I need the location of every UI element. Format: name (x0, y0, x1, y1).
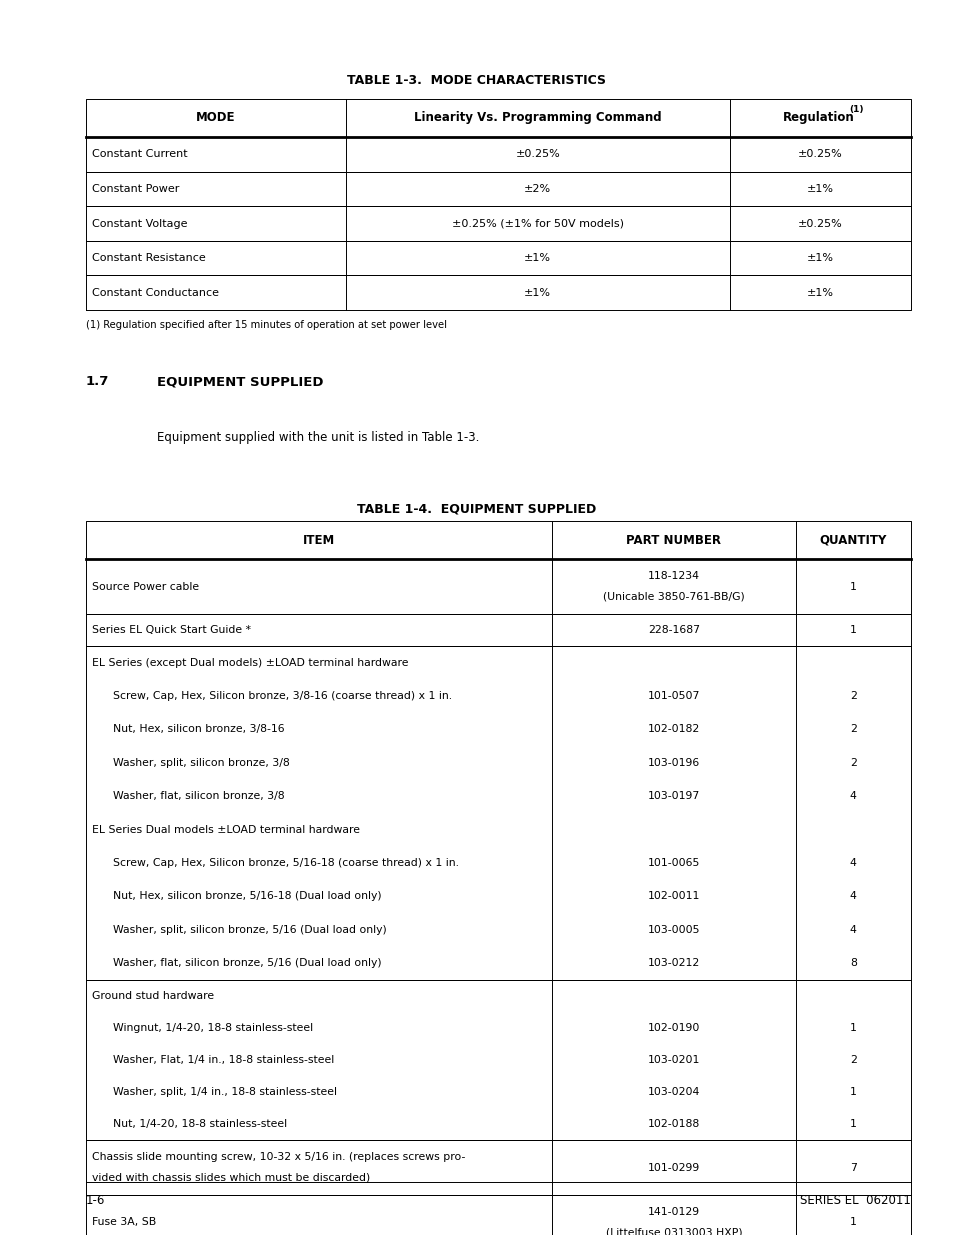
Text: 1-6: 1-6 (86, 1194, 105, 1207)
Text: ±1%: ±1% (806, 253, 833, 263)
Text: 102-0188: 102-0188 (647, 1119, 700, 1129)
Text: Constant Conductance: Constant Conductance (91, 288, 218, 298)
Text: 7: 7 (849, 1162, 856, 1172)
Text: TABLE 1-3.  MODE CHARACTERISTICS: TABLE 1-3. MODE CHARACTERISTICS (347, 74, 606, 86)
Text: 141-0129: 141-0129 (647, 1207, 700, 1216)
Text: 103-0201: 103-0201 (647, 1055, 700, 1065)
Text: 102-0182: 102-0182 (647, 725, 700, 735)
Text: QUANTITY: QUANTITY (819, 534, 886, 547)
Text: SERIES EL  062011: SERIES EL 062011 (800, 1194, 910, 1207)
Text: 1: 1 (849, 625, 856, 635)
Text: Washer, Flat, 1/4 in., 18-8 stainless-steel: Washer, Flat, 1/4 in., 18-8 stainless-st… (112, 1055, 334, 1065)
Text: 2: 2 (849, 1055, 856, 1065)
Text: Constant Voltage: Constant Voltage (91, 219, 187, 228)
Text: PART NUMBER: PART NUMBER (626, 534, 720, 547)
Text: (1) Regulation specified after 15 minutes of operation at set power level: (1) Regulation specified after 15 minute… (86, 320, 446, 330)
Text: 1: 1 (849, 1216, 856, 1226)
Text: Series EL Quick Start Guide *: Series EL Quick Start Guide * (91, 625, 251, 635)
Text: (Littelfuse 0313003.HXP): (Littelfuse 0313003.HXP) (605, 1228, 741, 1235)
Text: Ground stud hardware: Ground stud hardware (91, 990, 213, 1000)
Text: TABLE 1-4.  EQUIPMENT SUPPLIED: TABLE 1-4. EQUIPMENT SUPPLIED (357, 503, 596, 515)
Text: ±0.25%: ±0.25% (515, 149, 559, 159)
Text: 118-1234: 118-1234 (647, 572, 700, 582)
Text: Washer, flat, silicon bronze, 5/16 (Dual load only): Washer, flat, silicon bronze, 5/16 (Dual… (112, 958, 381, 968)
Text: Constant Resistance: Constant Resistance (91, 253, 205, 263)
Text: Constant Power: Constant Power (91, 184, 179, 194)
Text: Washer, split, 1/4 in., 18-8 stainless-steel: Washer, split, 1/4 in., 18-8 stainless-s… (112, 1087, 336, 1097)
Text: Linearity Vs. Programming Command: Linearity Vs. Programming Command (414, 111, 660, 125)
Text: Screw, Cap, Hex, Silicon bronze, 5/16-18 (coarse thread) x 1 in.: Screw, Cap, Hex, Silicon bronze, 5/16-18… (112, 858, 458, 868)
Text: 1: 1 (849, 1087, 856, 1097)
Text: vided with chassis slides which must be discarded): vided with chassis slides which must be … (91, 1173, 370, 1183)
Text: Nut, 1/4-20, 18-8 stainless-steel: Nut, 1/4-20, 18-8 stainless-steel (112, 1119, 287, 1129)
Text: EQUIPMENT SUPPLIED: EQUIPMENT SUPPLIED (157, 375, 324, 388)
Text: (Unicable 3850-761-BB/G): (Unicable 3850-761-BB/G) (602, 592, 744, 601)
Text: 2: 2 (849, 725, 856, 735)
Text: 101-0299: 101-0299 (647, 1162, 700, 1172)
Text: ±0.25%: ±0.25% (797, 149, 841, 159)
Text: Nut, Hex, silicon bronze, 3/8-16: Nut, Hex, silicon bronze, 3/8-16 (112, 725, 284, 735)
Text: Screw, Cap, Hex, Silicon bronze, 3/8-16 (coarse thread) x 1 in.: Screw, Cap, Hex, Silicon bronze, 3/8-16 … (112, 692, 451, 701)
Text: EL Series Dual models ±LOAD terminal hardware: EL Series Dual models ±LOAD terminal har… (91, 825, 359, 835)
Text: 101-0507: 101-0507 (647, 692, 700, 701)
Text: Washer, split, silicon bronze, 3/8: Washer, split, silicon bronze, 3/8 (112, 758, 289, 768)
Text: ±1%: ±1% (806, 184, 833, 194)
Text: 4: 4 (849, 892, 856, 902)
Text: Source Power cable: Source Power cable (91, 582, 198, 592)
Text: Washer, split, silicon bronze, 5/16 (Dual load only): Washer, split, silicon bronze, 5/16 (Dua… (112, 925, 386, 935)
Text: 228-1687: 228-1687 (647, 625, 700, 635)
Text: 101-0065: 101-0065 (647, 858, 700, 868)
Text: ±0.25%: ±0.25% (797, 219, 841, 228)
Text: 1: 1 (849, 1023, 856, 1032)
Text: ±0.25% (±1% for 50V models): ±0.25% (±1% for 50V models) (451, 219, 623, 228)
Text: ±1%: ±1% (806, 288, 833, 298)
Text: Constant Current: Constant Current (91, 149, 187, 159)
Text: 103-0196: 103-0196 (647, 758, 700, 768)
Text: 103-0197: 103-0197 (647, 792, 700, 802)
Text: 4: 4 (849, 858, 856, 868)
Text: 103-0212: 103-0212 (647, 958, 700, 968)
Text: 8: 8 (849, 958, 856, 968)
Text: 4: 4 (849, 925, 856, 935)
Text: (1): (1) (848, 105, 862, 114)
Text: ±1%: ±1% (523, 253, 551, 263)
Text: ITEM: ITEM (302, 534, 335, 547)
Text: Regulation: Regulation (781, 111, 853, 125)
Text: 2: 2 (849, 692, 856, 701)
Text: 2: 2 (849, 758, 856, 768)
Text: 103-0005: 103-0005 (647, 925, 700, 935)
Text: EL Series (except Dual models) ±LOAD terminal hardware: EL Series (except Dual models) ±LOAD ter… (91, 657, 408, 668)
Text: Nut, Hex, silicon bronze, 5/16-18 (Dual load only): Nut, Hex, silicon bronze, 5/16-18 (Dual … (112, 892, 381, 902)
Text: 1.7: 1.7 (86, 375, 110, 388)
Text: 4: 4 (849, 792, 856, 802)
Text: 102-0011: 102-0011 (647, 892, 700, 902)
Text: Fuse 3A, SB: Fuse 3A, SB (91, 1216, 155, 1226)
Text: 1: 1 (849, 582, 856, 592)
Text: Wingnut, 1/4-20, 18-8 stainless-steel: Wingnut, 1/4-20, 18-8 stainless-steel (112, 1023, 313, 1032)
Text: ±2%: ±2% (523, 184, 551, 194)
Text: 103-0204: 103-0204 (647, 1087, 700, 1097)
Text: Equipment supplied with the unit is listed in Table 1-3.: Equipment supplied with the unit is list… (157, 431, 479, 443)
Text: MODE: MODE (196, 111, 235, 125)
Text: Washer, flat, silicon bronze, 3/8: Washer, flat, silicon bronze, 3/8 (112, 792, 284, 802)
Text: Chassis slide mounting screw, 10-32 x 5/16 in. (replaces screws pro-: Chassis slide mounting screw, 10-32 x 5/… (91, 1152, 464, 1162)
Text: ±1%: ±1% (523, 288, 551, 298)
Text: 1: 1 (849, 1119, 856, 1129)
Text: 102-0190: 102-0190 (647, 1023, 700, 1032)
